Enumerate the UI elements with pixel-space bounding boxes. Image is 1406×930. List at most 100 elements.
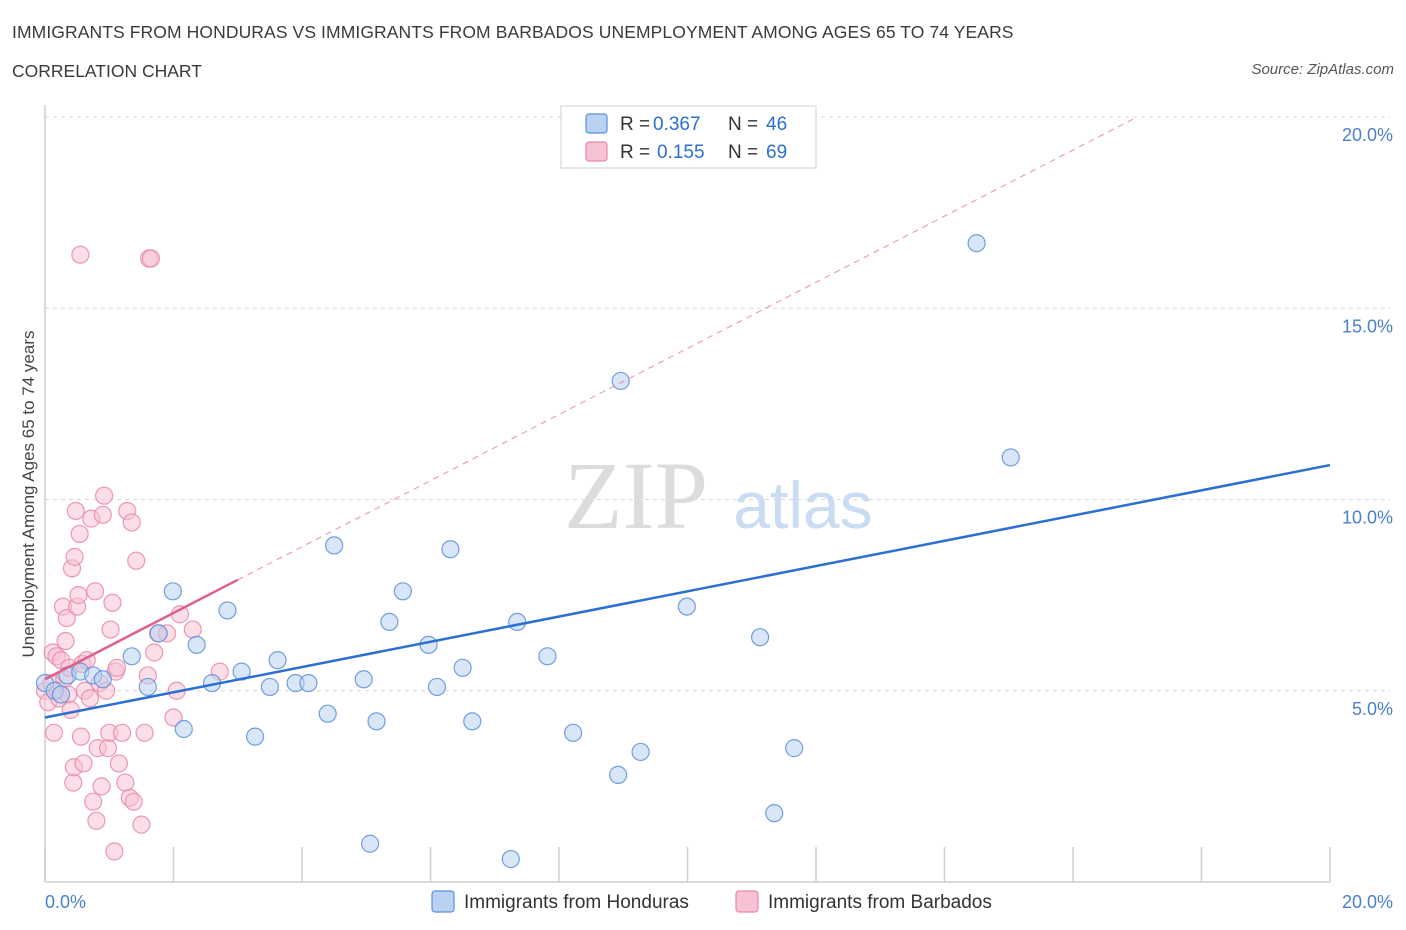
barbados-point [92, 777, 111, 796]
y-tick-label: 5.0% [1352, 699, 1393, 719]
barbados-point [84, 792, 103, 811]
honduras-n-value: 46 [766, 114, 787, 135]
x-tick-labels: 0.0% 20.0% [45, 892, 1393, 912]
watermark-zip: ZIP [564, 442, 708, 549]
honduras-trend-line [44, 463, 1331, 719]
y-tick-label: 15.0% [1342, 316, 1393, 336]
stats-legend: R = 0.367 N = 46 R = 0.155 N = 69 [560, 105, 817, 169]
barbados-point [71, 727, 91, 746]
barbados-point [107, 658, 127, 677]
honduras-n-label: N = [728, 114, 758, 135]
honduras-point [367, 712, 386, 731]
honduras-point [149, 624, 168, 643]
legend-barbados-swatch [735, 890, 759, 913]
barbados-point [93, 505, 112, 524]
chart-title: IMMIGRANTS FROM HONDURAS VS IMMIGRANTS F… [12, 22, 1014, 42]
honduras-r-label: R = [620, 114, 650, 135]
honduras-point [187, 635, 206, 654]
honduras-point [163, 582, 182, 601]
honduras-point [325, 536, 344, 555]
honduras-point [463, 712, 482, 731]
barbados-point [183, 620, 202, 639]
honduras-point [51, 685, 71, 704]
y-tick-labels: 5.0% 10.0% 15.0% 20.0% [1342, 125, 1393, 719]
honduras-point [785, 739, 804, 758]
barbados-point [124, 792, 143, 811]
barbados-point [74, 754, 93, 773]
barbados-points [35, 245, 229, 861]
x-tick-marks [44, 847, 1331, 882]
barbados-point [135, 723, 154, 742]
barbados-n-value: 69 [766, 142, 787, 163]
barbados-point [112, 723, 132, 742]
honduras-point [268, 651, 287, 670]
barbados-point [70, 524, 89, 544]
honduras-point [611, 371, 630, 391]
chart-subtitle: CORRELATION CHART [12, 61, 202, 81]
honduras-point [318, 704, 337, 723]
legend-honduras-label: Immigrants from Honduras [464, 892, 689, 913]
honduras-point [538, 647, 557, 666]
barbados-point [164, 708, 183, 727]
y-tick-label: 10.0% [1342, 508, 1393, 528]
honduras-point [260, 677, 279, 697]
barbados-point [122, 513, 141, 532]
honduras-points [35, 234, 1020, 869]
barbados-point [71, 245, 90, 264]
honduras-point [93, 670, 112, 689]
barbados-r-label: R = [620, 142, 650, 163]
barbados-point [109, 754, 128, 773]
honduras-point [138, 677, 157, 697]
barbados-point [116, 773, 135, 792]
honduras-point [174, 719, 193, 739]
honduras-point [380, 612, 399, 632]
barbados-point [86, 582, 105, 601]
barbados-point [141, 249, 161, 268]
x-tick-label: 0.0% [45, 892, 86, 912]
barbados-trend-line [44, 578, 239, 681]
barbados-point [127, 551, 146, 570]
honduras-point [122, 647, 141, 666]
honduras-point [564, 723, 583, 742]
honduras-point [218, 601, 237, 620]
honduras-point [677, 597, 696, 616]
trend-lines [44, 116, 1331, 719]
barbados-r-value: 0.155 [657, 142, 705, 163]
source-label: Source: ZipAtlas.com [1251, 61, 1394, 78]
barbados-point [57, 608, 76, 628]
honduras-swatch [585, 113, 608, 134]
honduras-point [453, 658, 472, 677]
honduras-point [441, 540, 460, 559]
barbados-point [101, 620, 120, 639]
barbados-point [145, 643, 164, 662]
barbados-point [44, 723, 64, 742]
barbados-point [98, 739, 118, 758]
honduras-point [361, 834, 380, 853]
honduras-point [354, 670, 373, 689]
watermark: ZIP atlas [564, 442, 873, 549]
watermark-atlas: atlas [733, 468, 872, 542]
honduras-point [508, 612, 527, 632]
barbados-point [65, 547, 84, 566]
grid-lines [45, 116, 1390, 692]
honduras-point [609, 765, 628, 785]
x-tick-label: 20.0% [1342, 892, 1393, 912]
series-legend: Immigrants from Honduras Immigrants from… [431, 890, 992, 913]
honduras-point [419, 635, 438, 654]
honduras-point [245, 727, 265, 746]
honduras-r-value: 0.367 [653, 114, 701, 135]
honduras-point [501, 849, 520, 869]
barbados-point [87, 811, 106, 830]
honduras-point [299, 673, 318, 693]
honduras-point [393, 582, 412, 601]
barbados-point [56, 631, 75, 651]
y-axis-label: Unemployment Among Ages 65 to 74 years [19, 331, 38, 658]
honduras-point [765, 804, 784, 823]
barbados-n-label: N = [728, 142, 758, 163]
barbados-point [105, 842, 124, 861]
honduras-point [1001, 448, 1020, 467]
barbados-point [64, 773, 83, 792]
barbados-swatch [585, 141, 608, 162]
honduras-point [631, 742, 650, 762]
barbados-point [66, 501, 85, 521]
